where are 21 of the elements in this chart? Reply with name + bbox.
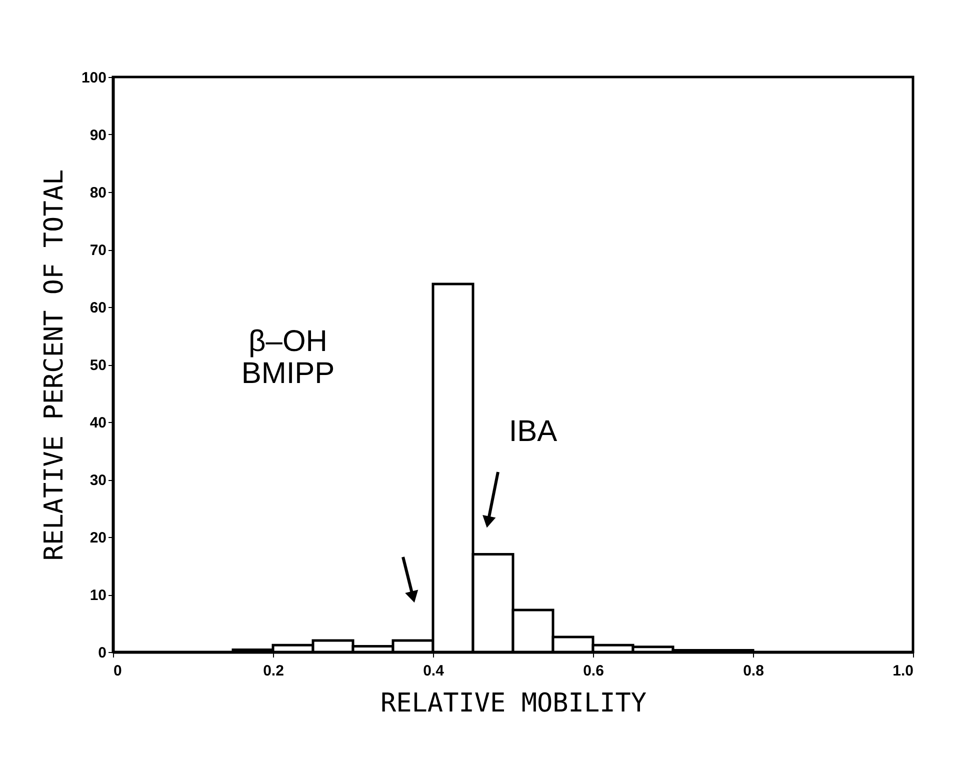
y-tick-label: 70: [90, 242, 106, 259]
annotation: IBA: [508, 415, 558, 448]
x-tick-label: 0.6: [583, 662, 604, 680]
x-tick-label: 0.4: [423, 662, 445, 680]
x-axis-title: RELATIVE MOBILITY: [380, 688, 647, 718]
y-tick-label: 60: [90, 300, 106, 316]
y-tick-label: 0: [98, 644, 106, 662]
x-tick-label: 0: [114, 662, 122, 680]
y-tick-label: 10: [90, 587, 106, 604]
x-tick-label: 0.8: [743, 662, 764, 680]
x-tick-label: 1.0: [892, 662, 914, 680]
annotation: β–OH BMIPP: [241, 325, 335, 390]
y-tick-label: 100: [81, 70, 106, 86]
y-axis-title: RELATIVE PERCENT OF TOTAL: [39, 169, 70, 561]
y-tick-label: 30: [90, 472, 106, 489]
x-tick-label: 0.2: [263, 662, 284, 680]
y-tick-label: 90: [90, 127, 106, 144]
y-tick-label: 50: [90, 357, 106, 374]
y-tick-label: 80: [90, 184, 106, 202]
y-tick-label: 20: [90, 530, 106, 546]
y-tick-label: 40: [90, 414, 106, 432]
